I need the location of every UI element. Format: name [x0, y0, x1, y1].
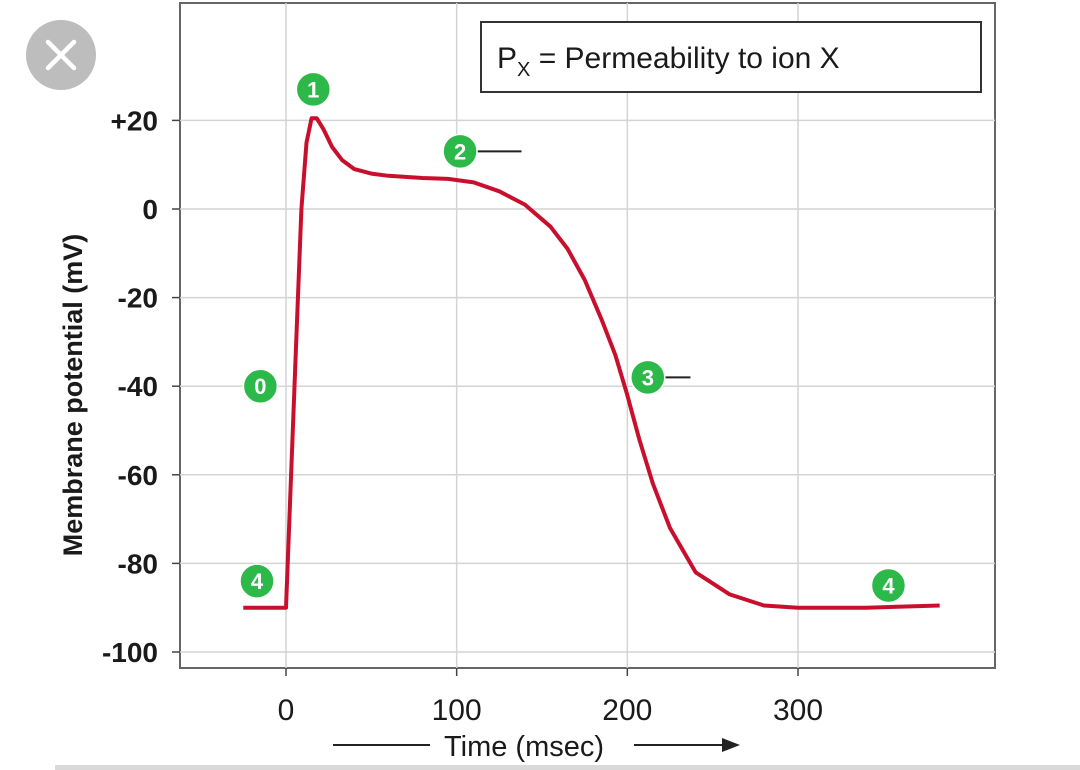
phase-marker-label: 1 [307, 77, 319, 102]
legend-text: PX = Permeability to ion X [497, 42, 840, 81]
close-icon [45, 39, 77, 71]
x-tick-label: 0 [278, 694, 295, 727]
phase-marker-circle [870, 567, 907, 604]
x-tick-label: 200 [602, 694, 652, 727]
close-button[interactable] [26, 20, 96, 90]
legend-box [480, 21, 982, 93]
y-tick-label: -100 [102, 637, 158, 668]
plot-frame [179, 2, 996, 669]
y-tick-label: +20 [111, 105, 159, 136]
y-tick-label: -40 [118, 371, 158, 402]
phase-marker-label: 4 [882, 574, 895, 599]
y-tick-label: 0 [142, 194, 158, 225]
action-potential-line [243, 116, 940, 610]
phase-marker-label: 0 [254, 374, 266, 399]
x-axis-label: Time (msec) [444, 731, 604, 763]
phase-marker-circle [242, 368, 279, 404]
phase-marker-circle [239, 563, 275, 599]
x-axis-arrowhead [722, 738, 740, 752]
y-tick-label: -80 [118, 548, 158, 579]
phase-marker-circle [295, 71, 332, 108]
phase-marker-circle [442, 133, 478, 170]
bottom-divider [55, 765, 1080, 770]
x-tick-label: 100 [432, 694, 482, 727]
y-tick-label: -20 [118, 283, 158, 314]
y-axis-label: Membrane potential (mV) [58, 234, 88, 557]
phase-marker-label: 3 [642, 365, 654, 390]
x-tick-label: 300 [773, 694, 823, 727]
phase-marker-label: 4 [251, 569, 264, 594]
phase-marker-circle [630, 359, 666, 396]
y-tick-label: -60 [118, 460, 158, 491]
phase-marker-label: 2 [454, 139, 466, 164]
